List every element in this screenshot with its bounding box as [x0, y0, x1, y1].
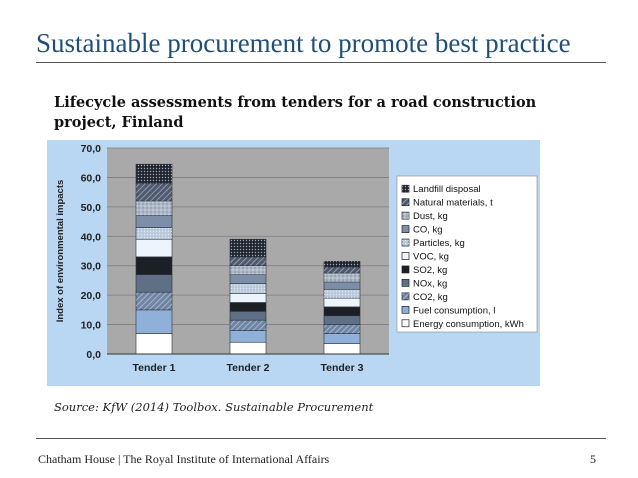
- x-tick-label: Tender 2: [227, 362, 270, 374]
- bar-segment: [229, 330, 267, 343]
- y-tick-label: 40,0: [81, 231, 102, 243]
- bar-segment: [229, 302, 267, 312]
- y-tick-label: 0,0: [86, 349, 101, 361]
- legend-swatch: [401, 319, 410, 328]
- legend-label: Landfill disposal: [413, 184, 481, 195]
- bar-segment: [135, 274, 173, 293]
- x-tick-label: Tender 1: [133, 362, 176, 374]
- bar-segment: [229, 341, 267, 355]
- legend-label: Energy consumption, kWh: [413, 319, 524, 330]
- bar-segment: [135, 238, 173, 258]
- bar-segment: [229, 274, 267, 284]
- legend-swatch-pattern: [402, 198, 409, 206]
- bar-segment: [135, 333, 173, 355]
- axes: 0,0 10,0 20,0 30,0 40,0 50,0 60,0 70,0 Index of …: [55, 143, 389, 374]
- y-tick-label: 30,0: [81, 261, 102, 273]
- legend-swatch-pattern: [402, 185, 409, 193]
- legend-swatch: [401, 252, 410, 260]
- legend-box: [396, 175, 538, 333]
- bar-segment-pattern: [230, 265, 266, 275]
- bar-segment: [229, 293, 267, 303]
- y-tick-label: 70,0: [81, 143, 102, 155]
- legend-label: Natural materials, t: [413, 198, 493, 209]
- legend-swatch-pattern: [402, 212, 409, 220]
- legend-swatch: [401, 225, 410, 233]
- legend-swatch: [401, 305, 410, 314]
- bar-segment-pattern: [136, 164, 172, 184]
- y-tick-label: 60,0: [81, 172, 102, 184]
- bar-segment: [135, 309, 173, 334]
- legend-label: Particles, kg: [413, 238, 465, 249]
- legend-label: NOx, kg: [413, 278, 447, 289]
- page-number: 5: [590, 452, 596, 466]
- legend-swatch: [401, 265, 410, 274]
- legend-label: CO2, kg: [413, 292, 448, 303]
- bar-segment: [135, 256, 173, 275]
- footer-divider: [36, 438, 606, 439]
- bar-segment-pattern: [136, 292, 172, 310]
- legend-label: CO, kg: [413, 225, 443, 236]
- slide-title: Sustainable procurement to promote best …: [36, 28, 571, 58]
- bar-segment-pattern: [230, 239, 266, 257]
- bar-segment: [323, 343, 361, 355]
- bars: [135, 163, 361, 355]
- y-tick-label: 10,0: [81, 320, 102, 332]
- y-axis-label: Index of environmental impacts: [55, 180, 66, 323]
- y-tick-label: 50,0: [81, 202, 102, 214]
- bar-segment-pattern: [324, 324, 360, 334]
- chart: 0,0 10,0 20,0 30,0 40,0 50,0 60,0 70,0 Index of …: [47, 140, 540, 386]
- legend: Landfill disposal Natural materials, t Dus…: [396, 175, 538, 333]
- bar-segment: [323, 281, 361, 290]
- legend-swatch-pattern: [402, 239, 409, 247]
- bar-segment-pattern: [324, 267, 360, 274]
- x-tick-label: Tender 3: [321, 362, 364, 374]
- y-tick-label: 20,0: [81, 290, 102, 302]
- chart-title: Lifecycle assessments from tenders for a…: [54, 94, 537, 131]
- bar-segment-pattern: [136, 183, 172, 201]
- bar-segment-pattern: [324, 273, 360, 282]
- bar-segment: [323, 297, 361, 308]
- bar-segment-pattern: [136, 200, 172, 216]
- bar-segment-pattern: [230, 283, 266, 294]
- bar-segment: [323, 306, 361, 317]
- footer-organisation: Chatham House | The Royal Institute of I…: [38, 452, 330, 466]
- legend-label: Fuel consumption, l: [413, 305, 495, 316]
- bar-segment-pattern: [230, 320, 266, 331]
- bar-segment-pattern: [324, 289, 360, 299]
- legend-swatch: [401, 279, 410, 287]
- bar-segment: [323, 315, 361, 325]
- bar-segment: [323, 333, 361, 344]
- legend-label: VOC, kg: [413, 252, 449, 263]
- bar-segment: [229, 311, 267, 321]
- title-divider: [36, 62, 606, 63]
- chart-svg: 0,0 10,0 20,0 30,0 40,0 50,0 60,0 70,0 Index of …: [47, 140, 540, 386]
- bar-segment-pattern: [324, 261, 360, 268]
- bar-segment-pattern: [230, 256, 266, 266]
- legend-label: SO2, kg: [413, 265, 447, 276]
- bar-segment-pattern: [136, 227, 172, 240]
- legend-swatch-pattern: [402, 292, 409, 300]
- source-note: Source: KfW (2014) Toolbox. Sustainable …: [54, 400, 374, 414]
- legend-label: Dust, kg: [413, 211, 448, 222]
- bar-segment: [135, 215, 173, 228]
